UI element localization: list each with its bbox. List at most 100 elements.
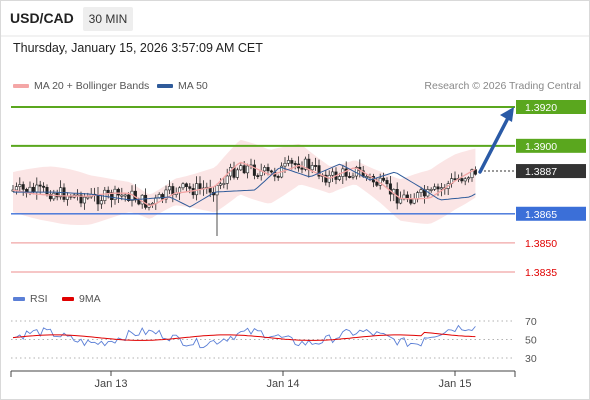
candle-body bbox=[167, 186, 171, 191]
candle-body bbox=[103, 189, 107, 201]
candle bbox=[467, 176, 471, 183]
candle bbox=[42, 182, 46, 193]
candle-body bbox=[164, 189, 168, 200]
candle bbox=[252, 159, 256, 180]
candle-body bbox=[307, 158, 311, 171]
bollinger-band bbox=[13, 139, 476, 225]
level-tag-box bbox=[516, 100, 586, 114]
candle bbox=[116, 187, 120, 203]
ma9-label: 9MA bbox=[79, 293, 101, 305]
level-labels: 1.3920 1.3900 1.3865 1.3850 1.3835 1.3887 bbox=[516, 100, 586, 279]
rsi-tick-70: 70 bbox=[525, 316, 537, 328]
current-price-box bbox=[516, 164, 586, 179]
candle bbox=[436, 183, 440, 196]
candle-body bbox=[144, 194, 148, 208]
candle bbox=[218, 178, 222, 190]
candle-body bbox=[331, 171, 335, 176]
candle-body bbox=[266, 167, 270, 172]
legend-rsi: RSI bbox=[13, 293, 48, 305]
candle bbox=[269, 169, 273, 174]
candle-body bbox=[310, 165, 314, 171]
candle-body bbox=[110, 192, 114, 201]
candle-body bbox=[62, 187, 66, 200]
legend-9ma: 9MA bbox=[62, 293, 101, 305]
ma50-swatch bbox=[157, 84, 173, 89]
candle-body bbox=[123, 194, 127, 197]
candle-body bbox=[42, 185, 46, 188]
candle-body bbox=[252, 164, 256, 176]
timestamp: Thursday, January 15, 2026 3:57:09 AM CE… bbox=[13, 41, 263, 55]
candle-body bbox=[463, 178, 467, 182]
candle bbox=[215, 183, 219, 236]
candle-body bbox=[133, 190, 137, 201]
candle-body bbox=[52, 192, 56, 200]
candle-body bbox=[412, 198, 416, 204]
candle-body bbox=[385, 180, 389, 185]
candle bbox=[303, 156, 307, 172]
target-arrow-shaft bbox=[478, 116, 510, 174]
time-tick-label: Jan 15 bbox=[438, 378, 471, 390]
candle-body bbox=[351, 175, 355, 178]
moving-averages bbox=[12, 161, 476, 208]
candle bbox=[453, 171, 457, 182]
candle-body bbox=[300, 167, 304, 170]
rsi-tick-50: 50 bbox=[525, 335, 537, 347]
time-tick-label: Jan 14 bbox=[266, 378, 299, 390]
rsi-9ma-line bbox=[12, 331, 476, 341]
candle bbox=[419, 186, 423, 198]
candle bbox=[79, 191, 83, 208]
candle bbox=[256, 173, 260, 179]
candle-body bbox=[195, 183, 199, 196]
rsi-line bbox=[12, 324, 476, 349]
candle bbox=[276, 174, 280, 181]
candle-body bbox=[348, 176, 352, 178]
candle bbox=[123, 193, 127, 202]
candle-body bbox=[269, 170, 273, 173]
candle-body bbox=[215, 185, 219, 196]
target-arrow-head bbox=[500, 107, 514, 122]
candle bbox=[382, 172, 386, 183]
ma20-swatch bbox=[13, 84, 29, 89]
candle-body bbox=[375, 181, 379, 186]
level-tag-1.3900: 1.3900 bbox=[525, 141, 557, 153]
candle bbox=[225, 168, 229, 190]
candle bbox=[246, 163, 250, 179]
level-tag-1.3835: 1.3835 bbox=[525, 267, 557, 279]
candle-body bbox=[256, 175, 260, 178]
candle bbox=[164, 185, 168, 204]
candle bbox=[300, 161, 304, 174]
candle-body bbox=[116, 188, 120, 196]
candle-body bbox=[246, 165, 250, 174]
level-tag-1.3920: 1.3920 bbox=[525, 102, 557, 114]
candle bbox=[198, 176, 202, 195]
candle-body bbox=[106, 189, 110, 193]
candle-body bbox=[113, 188, 117, 201]
ma20-line bbox=[12, 161, 476, 207]
candle-body bbox=[184, 183, 188, 187]
candle-body bbox=[120, 194, 124, 197]
timeframe-selector[interactable]: 30 MIN bbox=[83, 7, 133, 31]
rsi-swatch bbox=[13, 297, 25, 302]
candle bbox=[120, 187, 124, 201]
candle-body bbox=[161, 194, 165, 200]
candle-body bbox=[433, 186, 437, 190]
candle-body bbox=[470, 169, 474, 178]
legend-ma20-bb: MA 20 + Bollinger Bands bbox=[13, 80, 149, 92]
candle-body bbox=[79, 194, 83, 204]
rsi-label: RSI bbox=[30, 293, 48, 305]
candle-body bbox=[21, 184, 25, 190]
candle-body bbox=[48, 193, 52, 200]
candle-body bbox=[460, 178, 464, 182]
rsi-tick-30: 30 bbox=[525, 353, 537, 365]
candle bbox=[286, 155, 290, 167]
candle-body bbox=[127, 194, 131, 201]
rsi-grid bbox=[11, 320, 515, 359]
bollinger-fill bbox=[13, 139, 476, 225]
candle-body bbox=[290, 160, 294, 164]
candle-body bbox=[38, 184, 42, 187]
candle-body bbox=[409, 198, 413, 204]
target-arrow bbox=[478, 107, 514, 174]
candle-body bbox=[96, 194, 100, 205]
rsi-lines bbox=[12, 324, 476, 349]
